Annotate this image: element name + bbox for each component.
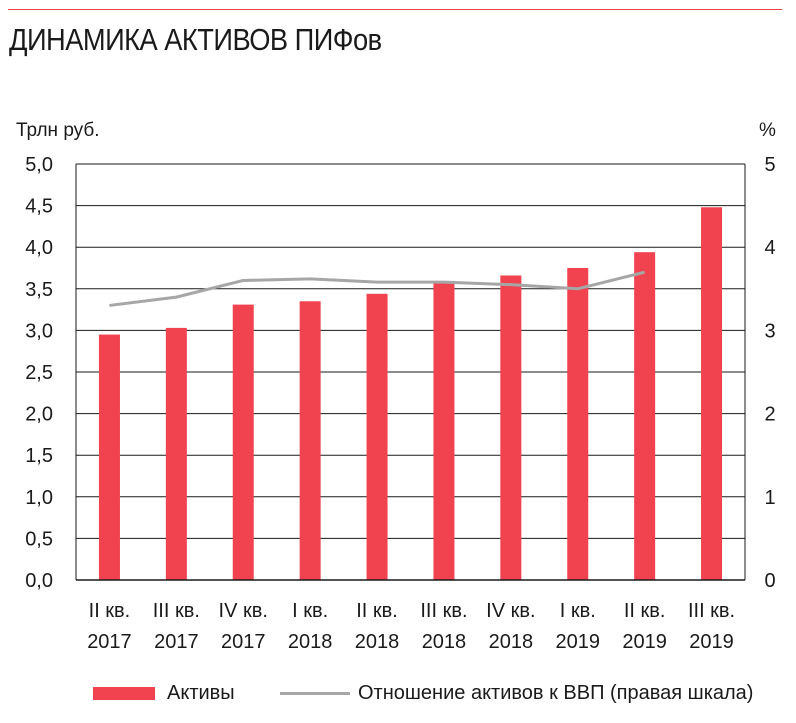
- x-tick-year: 2017: [87, 631, 132, 653]
- bar-0: [98, 334, 120, 580]
- y-axis-left-label: Трлн руб.: [16, 120, 100, 141]
- bar-8: [634, 252, 656, 580]
- chart-title: ДИНАМИКА АКТИВОВ ПИФов: [9, 22, 382, 57]
- y-axis-left: 0,0 0,5 1,0 1,5 2,0 2,5 3,0 3,5 4,0 4,5 5,0: [25, 154, 53, 592]
- x-tick-quarter: II кв.: [89, 600, 131, 622]
- legend-item-ratio: Отношение активов к ВВП (правая шкала): [280, 682, 753, 705]
- y-tick-left: 0,0: [25, 570, 53, 592]
- x-tick-year: 2018: [489, 631, 534, 653]
- y-tick-left: 3,5: [25, 279, 53, 301]
- bar-1: [165, 327, 187, 580]
- x-tick-year: 2018: [355, 631, 400, 653]
- y-tick-left: 4,5: [25, 196, 53, 218]
- x-tick-quarter: IV кв.: [219, 600, 268, 622]
- grid-lines: [76, 163, 745, 581]
- x-tick-year: 2017: [221, 631, 266, 653]
- x-axis: II кв. 2017 III кв. 2017 IV кв. 2017 I кв. 2018…: [87, 600, 735, 653]
- x-tick-quarter: IV кв.: [486, 600, 535, 622]
- legend-swatch-ratio: [280, 692, 350, 695]
- y-tick-right: 4: [764, 237, 775, 259]
- bar-2: [232, 304, 254, 580]
- y-axis-right-label: %: [759, 120, 776, 141]
- x-tick-year: 2019: [622, 631, 667, 653]
- bar-3: [299, 301, 321, 580]
- bar-9: [701, 207, 723, 581]
- bar-series: [98, 207, 723, 581]
- y-tick-left: 3,0: [25, 320, 53, 342]
- x-tick-quarter: III кв.: [688, 600, 735, 622]
- bar-4: [366, 293, 388, 580]
- y-axis-right: 0 1 2 3 4 5: [764, 154, 775, 592]
- x-tick-year: 2018: [422, 631, 467, 653]
- bar-5: [433, 282, 455, 580]
- chart-area: 0,0 0,5 1,0 1,5 2,0 2,5 3,0 3,5 4,0 4,5 5,0 0 1 2 3 4 5…: [16, 120, 776, 653]
- x-tick-quarter: I кв.: [292, 600, 328, 622]
- y-tick-left: 1,5: [25, 445, 53, 467]
- x-tick-quarter: II кв.: [356, 600, 398, 622]
- top-rule: [8, 9, 782, 10]
- y-tick-right: 3: [764, 320, 775, 342]
- y-tick-left: 1,0: [25, 487, 53, 509]
- y-tick-right: 1: [764, 487, 775, 509]
- legend-swatch-assets: [93, 687, 155, 700]
- legend-label-assets: Активы: [167, 682, 235, 704]
- legend-label-ratio: Отношение активов к ВВП (правая шкала): [358, 682, 754, 704]
- x-tick-quarter: I кв.: [560, 600, 596, 622]
- y-tick-left: 2,0: [25, 404, 53, 426]
- bar-6: [500, 275, 522, 580]
- x-tick-year: 2018: [288, 631, 333, 653]
- y-tick-right: 0: [764, 570, 775, 592]
- x-tick-year: 2019: [689, 631, 734, 653]
- x-tick-year: 2017: [154, 631, 199, 653]
- y-tick-left: 5,0: [25, 154, 53, 176]
- x-tick-quarter: II кв.: [624, 600, 666, 622]
- y-tick-left: 0,5: [25, 528, 53, 550]
- y-tick-right: 5: [764, 154, 775, 176]
- y-tick-left: 4,0: [25, 237, 53, 259]
- legend-item-assets: Активы: [93, 682, 235, 705]
- x-tick-quarter: III кв.: [153, 600, 200, 622]
- y-tick-right: 2: [764, 404, 775, 426]
- y-tick-left: 2,5: [25, 362, 53, 384]
- legend: Активы Отношение активов к ВВП (правая ш…: [0, 682, 796, 712]
- x-tick-quarter: III кв.: [420, 600, 467, 622]
- x-tick-year: 2019: [556, 631, 601, 653]
- plot-frame: [75, 164, 746, 581]
- bar-7: [567, 268, 589, 580]
- line-series: [109, 270, 646, 307]
